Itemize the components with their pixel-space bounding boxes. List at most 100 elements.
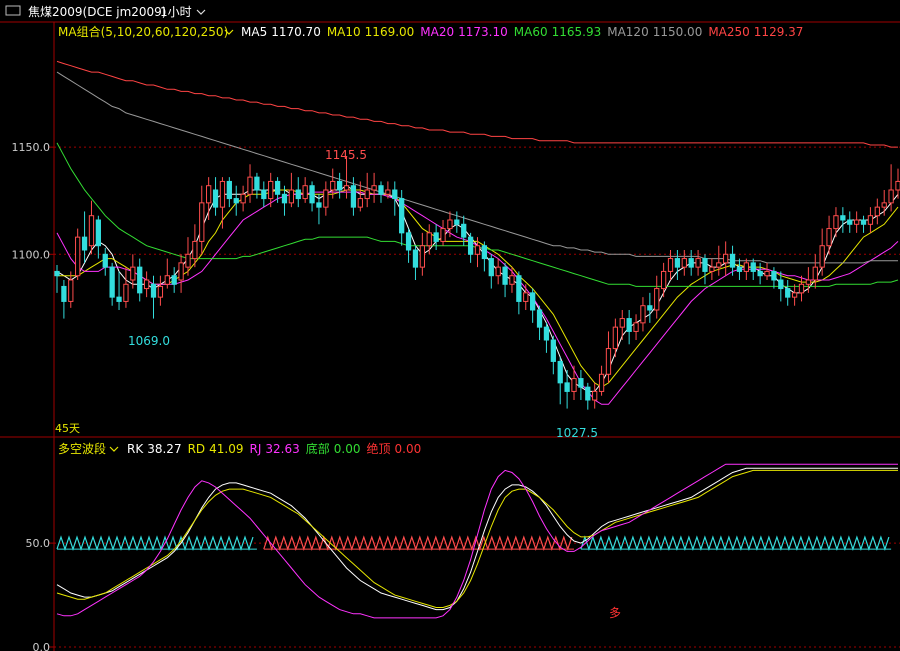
candle-body [171, 275, 177, 285]
candle [295, 177, 301, 208]
candle [667, 250, 674, 280]
indicator-tick-label: 0.0 [33, 641, 51, 651]
candle-body [137, 266, 143, 294]
candle-body [199, 202, 205, 242]
candle-body [192, 240, 198, 260]
candle-body [323, 189, 329, 208]
candle-body [564, 382, 570, 392]
period-selector[interactable]: 1小时 [160, 5, 192, 19]
candle [268, 172, 274, 208]
ma-legend-label: MA60 [514, 25, 548, 39]
candle [143, 271, 150, 298]
candle [888, 164, 894, 212]
candle [254, 172, 260, 199]
long-signal-marker: 多 [609, 606, 621, 620]
candle [895, 168, 900, 199]
candle-body [95, 219, 101, 247]
candle [357, 181, 363, 212]
candle [578, 370, 584, 400]
candle-body [619, 318, 625, 328]
candle-body [274, 180, 281, 195]
indicator-legend-label: RK [127, 442, 144, 456]
candle [309, 181, 315, 212]
ma-legend-ma5: MA5 1170.70 [241, 25, 321, 39]
indicator-line-rj [56, 463, 898, 619]
indicator-legend-value: 0.00 [334, 442, 361, 456]
candle [605, 331, 612, 383]
candle-body [847, 219, 853, 225]
candle [102, 247, 108, 276]
candle-body [412, 249, 419, 268]
candle-body [681, 258, 687, 268]
candle [598, 365, 605, 396]
candle-body [647, 305, 653, 311]
candle-body [743, 262, 749, 272]
candle [433, 224, 439, 250]
candle-body [640, 305, 646, 324]
ma-line-ma120 [56, 71, 898, 264]
candle [467, 232, 474, 263]
candle-body [481, 245, 488, 260]
ma-legend-label: MA250 [708, 25, 749, 39]
candle-body [281, 193, 288, 204]
candle [840, 207, 846, 233]
indicator-name[interactable]: 多空波段 [58, 441, 106, 456]
candle [68, 271, 74, 308]
chevron-down-icon[interactable] [196, 9, 206, 15]
candle [509, 267, 515, 293]
indicator-legend-item: 绝顶 0.00 [367, 441, 422, 456]
candle-body [295, 189, 301, 200]
candle [199, 185, 205, 255]
candle [185, 237, 191, 276]
candle [330, 168, 336, 199]
ma-legend: MA组合(5,10,20,60,120,250) MA5 1170.70 MA10 1… [58, 24, 803, 39]
candle-body [805, 279, 812, 285]
ma-legend-value: 1165.93 [552, 25, 602, 39]
indicator-legend-item: RJ 32.63 [250, 442, 300, 456]
candle [874, 198, 880, 225]
candle [274, 177, 281, 203]
candle-body [874, 206, 880, 217]
candle [219, 177, 226, 229]
ma-legend-ma10: MA10 1169.00 [327, 25, 414, 39]
chevron-down-icon[interactable] [224, 29, 234, 35]
low-annotation-2: 1027.5 [556, 426, 598, 440]
candle [461, 215, 467, 246]
candle [681, 250, 687, 276]
candle [502, 262, 508, 298]
candle [833, 207, 839, 238]
candle-body [502, 266, 508, 285]
candle [612, 318, 619, 358]
candle-body [454, 219, 460, 225]
candle-body [709, 266, 715, 272]
ma-line-ma10 [57, 189, 899, 388]
chevron-down-icon[interactable] [109, 446, 119, 452]
candle-body [302, 185, 308, 200]
candle-body [771, 270, 777, 281]
candle-body [399, 198, 405, 234]
candle [536, 305, 543, 340]
indicator-tick-label: 50.0 [26, 537, 51, 550]
candle-body [543, 326, 550, 341]
candle [75, 228, 81, 280]
candle [633, 314, 639, 340]
ma-group-label[interactable]: MA组合(5,10,20,60,120,250) [58, 24, 228, 39]
indicator-legend-value: 32.63 [265, 442, 299, 456]
candle [688, 250, 694, 276]
candle-body [826, 228, 832, 247]
candle [854, 211, 860, 233]
candle [81, 211, 88, 263]
candle [785, 280, 791, 306]
candle-body [123, 283, 129, 302]
candle-body [509, 275, 515, 285]
window-icon[interactable] [5, 5, 21, 16]
ma-line-ma20 [56, 191, 899, 405]
ma-legend-value: 1170.70 [271, 25, 321, 39]
candle-body [371, 185, 377, 191]
candle [343, 156, 350, 199]
candle-body [102, 253, 108, 268]
candle-body [833, 215, 839, 230]
candle-body [626, 318, 632, 332]
ma-legend-label: MA10 [327, 25, 361, 39]
